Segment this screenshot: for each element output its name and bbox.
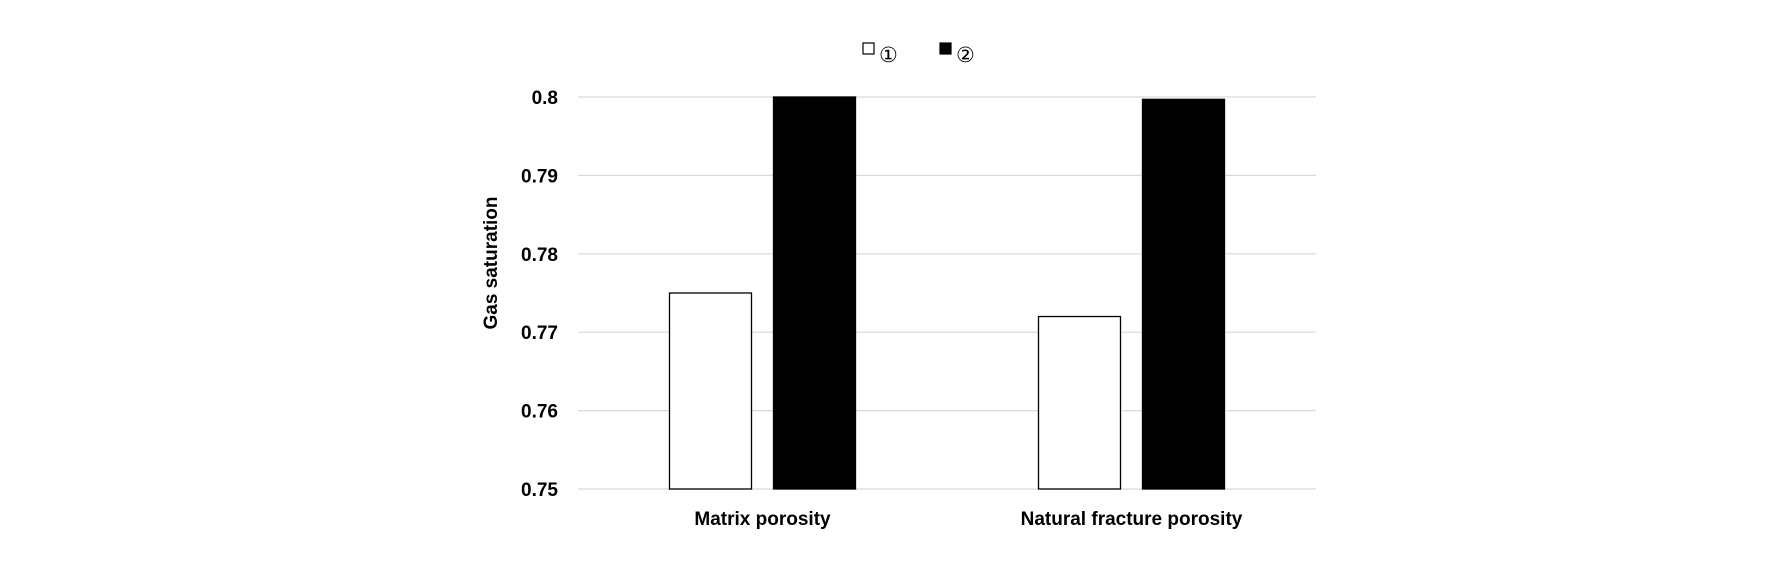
x-category-label: Matrix porosity — [694, 509, 831, 530]
y-tick-label: 0.8 — [532, 88, 558, 109]
y-tick-label: 0.75 — [521, 480, 558, 501]
y-tick-label: 0.77 — [521, 323, 558, 344]
y-tick-label: 0.79 — [521, 166, 558, 187]
legend-swatch-1 — [862, 42, 875, 55]
bar-series-2-0 — [772, 96, 857, 490]
bar-series-2-1 — [1141, 98, 1226, 490]
bars — [668, 96, 1226, 490]
bar-series-1-1 — [1037, 315, 1122, 490]
legend-label-2: ② — [956, 43, 975, 67]
y-axis-title: Gas saturation — [481, 196, 502, 329]
x-category-labels: Matrix porosity Natural fracture porosity — [694, 509, 1242, 530]
x-category-label: Natural fracture porosity — [1021, 509, 1243, 530]
bar-series-1-0 — [668, 292, 753, 490]
y-tick-label: 0.78 — [521, 245, 558, 266]
y-tick-label: 0.76 — [521, 402, 558, 423]
legend-label-1: ① — [879, 43, 898, 67]
legend-swatch-2 — [939, 42, 952, 55]
y-tick-labels: 0.75 0.76 0.77 0.78 0.79 0.8 — [521, 88, 558, 501]
